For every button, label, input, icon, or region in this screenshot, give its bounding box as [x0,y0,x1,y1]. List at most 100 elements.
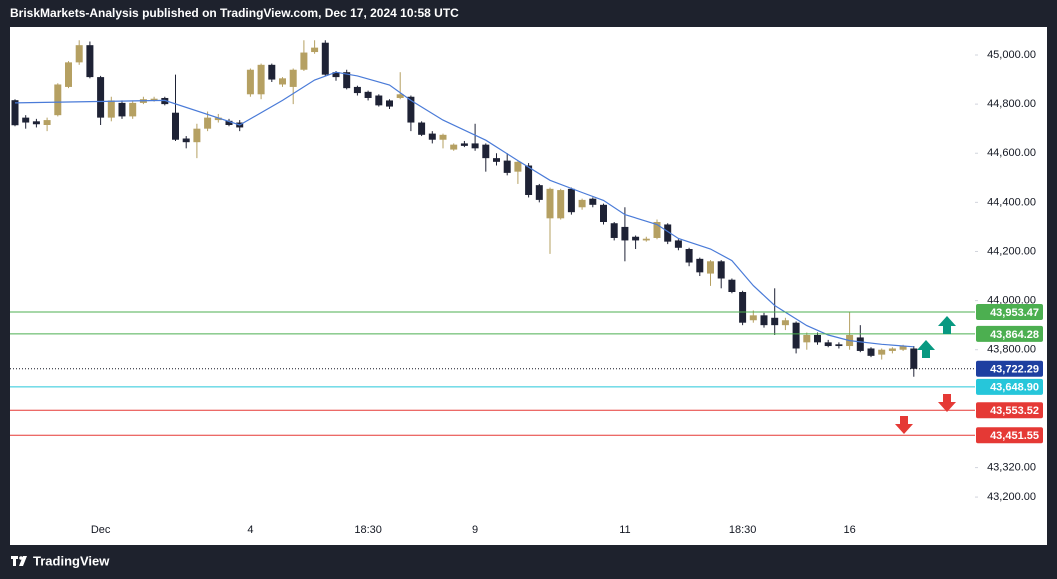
candle-body [75,45,83,63]
y-tick-label: 44,600.00 [987,147,1036,159]
candle-body [739,291,747,323]
x-tick-label: 16 [843,524,855,536]
y-tick-label: 44,800.00 [987,98,1036,110]
candle-body [311,47,319,53]
candle-body [878,349,886,355]
candle-body [546,188,554,219]
candle-body [204,117,212,129]
candle-body [386,100,393,107]
candle-body [460,143,468,146]
candle-body [707,261,714,274]
candle-body [396,94,404,98]
candle-body [289,69,297,87]
candle-body [674,240,682,248]
candle-body [22,117,30,123]
level-label: 43,864.28 [990,329,1039,341]
level-label-box [976,360,1043,377]
candle-body [118,102,126,117]
candle-body [246,69,254,95]
candle-body [418,122,426,135]
candle-body [728,279,736,292]
level-label: 43,722.29 [990,364,1039,376]
x-tick-label: 18:30 [729,524,757,536]
candle-body [321,42,329,75]
candle-body [300,52,308,70]
level-label: 43,451.55 [990,430,1039,442]
candle-body [856,337,864,351]
arrows [895,316,956,434]
candle-body [514,161,522,172]
candle-body [664,224,672,242]
candle-body [578,199,586,208]
candle-body [525,165,533,195]
x-tick-label: 11 [619,524,630,536]
candle-body [353,86,361,94]
candle-body [161,97,169,105]
candle-body [257,64,265,95]
candle-body [32,121,40,125]
candle-body [749,315,757,321]
candle-body [86,45,94,78]
y-tick-label: 43,320.00 [987,462,1036,474]
candle-body [214,117,222,121]
level-label-box [976,378,1043,395]
candle-body [600,204,607,223]
candle-body [910,348,918,369]
candle-body [888,348,896,351]
candle-body [653,222,661,238]
candle-body [803,334,811,343]
candle-body [642,238,650,241]
candle-body [685,249,693,263]
y-tick-label: 44,400.00 [987,196,1036,208]
candle-body [567,188,575,213]
y-tick-label: 44,200.00 [987,245,1036,257]
candle-body [557,190,565,219]
level-label-box [976,402,1043,419]
candle-body [193,128,201,143]
candle-body [482,144,490,159]
candle-body [97,77,105,118]
candle-body [182,138,190,143]
candle-body [107,100,115,118]
moving-average [14,71,914,348]
candle-body [54,84,62,116]
y-tick-label: 44,000.00 [987,295,1036,307]
x-tick-label: Dec [91,524,111,536]
up-arrow [917,340,935,358]
candle-body [375,95,383,106]
candle-body [493,158,500,162]
down-arrow [895,416,913,434]
candle-body [717,261,725,279]
candle-body [503,160,511,173]
candle-body [65,62,72,87]
candle-body [332,72,340,78]
candle-body [589,198,597,205]
header: BriskMarkets-Analysis published on Tradi… [10,6,459,20]
candle-body [835,344,843,347]
candle-body [343,72,351,89]
candle-body [535,185,543,200]
candle-body [428,133,436,140]
candle-body [43,120,51,125]
candle-body [439,134,447,140]
candle-body [407,96,415,123]
candle-body [824,342,832,347]
candle-body [172,112,179,140]
candle-body [792,322,800,349]
chart-panel [10,27,1047,545]
candle-body [450,144,458,150]
candle-body [632,236,640,241]
candle-body [760,315,768,326]
y-tick-label: 43,200.00 [987,491,1036,503]
candle-body [268,64,276,80]
candle-body [610,223,618,238]
candle-body [364,91,372,98]
level-label-box [976,427,1043,444]
level-label-box [976,325,1043,342]
level-label: 43,553.52 [990,405,1039,417]
candle-body [899,346,907,350]
logo [11,556,27,566]
up-arrow [938,316,956,334]
